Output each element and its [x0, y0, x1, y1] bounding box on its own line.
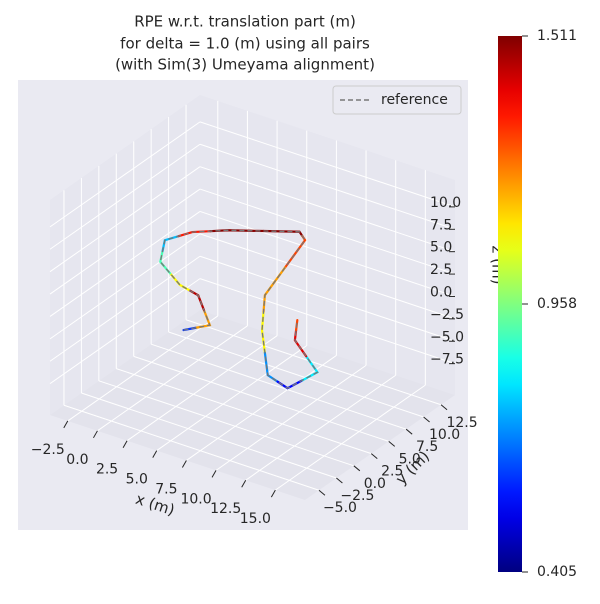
tick-mark — [336, 477, 343, 484]
colorbar-tick-label: 0.405 — [537, 564, 577, 580]
x-tick-label: 12.5 — [210, 501, 241, 517]
tick-mark — [93, 430, 98, 439]
z-tick-label: −2.5 — [430, 307, 464, 323]
grid-line — [49, 121, 201, 228]
grid-line — [199, 255, 456, 342]
grid-line — [151, 343, 407, 430]
legend-box — [332, 85, 462, 115]
grid-line — [199, 210, 456, 297]
y-tick-label: −5.0 — [323, 500, 357, 516]
grid-line — [199, 121, 456, 208]
grid-line — [67, 315, 219, 422]
grid-line — [98, 380, 354, 467]
y-tick-label: 10.0 — [429, 427, 460, 443]
grid-line — [49, 143, 201, 250]
y-tick-label: 7.5 — [416, 439, 438, 455]
grid-line — [49, 188, 201, 295]
title-line: for delta = 1.0 (m) using all pairs — [120, 35, 370, 53]
z-tick-label: 5.0 — [430, 240, 452, 256]
grid-line — [63, 404, 320, 491]
colorbar-tick-label: 1.511 — [537, 28, 577, 44]
z-tick-label: −5.0 — [430, 329, 464, 345]
grid-line — [49, 166, 201, 273]
z-tick-label: 0.0 — [430, 284, 452, 300]
x-tick-label: 15.0 — [240, 511, 271, 527]
grid-line — [156, 345, 308, 451]
grid-line — [199, 166, 456, 253]
grid-line — [199, 143, 456, 230]
z-tick-label: 2.5 — [430, 262, 452, 278]
z-tick-label: 7.5 — [430, 217, 452, 233]
tick-mark — [318, 489, 326, 496]
tick-mark — [423, 416, 430, 423]
colorbar-tick-label: 0.958 — [537, 296, 577, 312]
tick-mark — [211, 470, 217, 478]
grid-line — [49, 233, 201, 340]
grid-line — [49, 278, 201, 385]
y-tick-label: 12.5 — [446, 415, 477, 431]
reference-line — [159, 229, 319, 389]
grid-line — [185, 319, 442, 406]
grid-line — [97, 325, 248, 432]
grid-line — [215, 364, 367, 471]
x-tick-label: 0.0 — [66, 452, 88, 468]
grid-line — [199, 233, 456, 320]
colorbar — [498, 36, 522, 572]
grid-line — [116, 368, 372, 455]
legend-label: reference — [381, 92, 448, 108]
y-tick-label: 2.5 — [381, 464, 403, 480]
grid-line — [199, 188, 456, 275]
grid-line — [133, 355, 389, 442]
title-line: (with Sim(3) Umeyama alignment) — [115, 56, 375, 74]
grid-line — [275, 384, 426, 491]
tick-mark — [388, 441, 396, 447]
x-tick-label: 2.5 — [96, 462, 118, 478]
tick-mark — [181, 460, 187, 468]
y-tick-label: 5.0 — [399, 451, 421, 467]
grid-line — [186, 355, 337, 461]
grid-line — [245, 374, 396, 481]
y-tick-label: 0.0 — [364, 476, 386, 492]
grid-line — [81, 392, 337, 479]
z-tick-label: 10.0 — [430, 195, 461, 211]
grid-line — [49, 211, 201, 317]
tick-mark — [122, 440, 128, 448]
tick-mark — [440, 404, 448, 411]
tick-mark — [63, 420, 69, 429]
tick-mark — [353, 465, 361, 472]
grid-line — [49, 255, 201, 362]
x-tick-label: −2.5 — [31, 442, 65, 458]
x-tick-label: 10.0 — [180, 491, 211, 507]
tick-mark — [370, 453, 378, 459]
tick-mark — [405, 428, 413, 435]
x-tick-label: 5.0 — [126, 472, 148, 488]
grid-line — [199, 278, 456, 365]
legend: reference — [332, 85, 462, 115]
title-line: RPE w.r.t. translation part (m) — [134, 13, 356, 31]
tick-mark — [241, 479, 247, 488]
y-tick-label: −2.5 — [340, 488, 374, 504]
tick-mark — [270, 489, 276, 498]
grid-line — [168, 331, 424, 418]
grid-line — [126, 335, 278, 442]
x-tick-label: 7.5 — [155, 481, 177, 497]
pane — [50, 310, 455, 500]
z-tick-label: −7.5 — [430, 352, 464, 368]
tick-mark — [152, 450, 158, 458]
